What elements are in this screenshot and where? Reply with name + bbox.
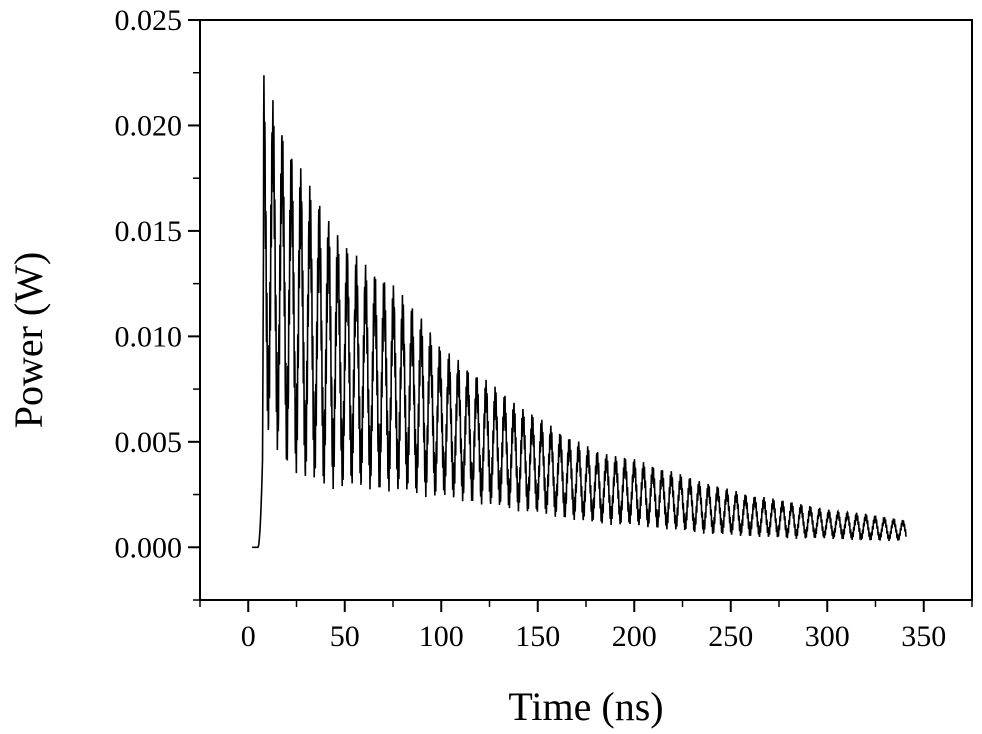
y-axis-title: Power (W) [6, 252, 51, 429]
y-tick-label: 0.000 [115, 531, 183, 564]
y-tick-label: 0.025 [115, 4, 183, 37]
series-line-power [252, 75, 907, 549]
x-tick-label: 50 [330, 620, 360, 653]
y-axis-ticks: 0.000 0.005 0.010 0.015 0.020 0.025 [115, 4, 200, 601]
x-tick-label: 250 [708, 620, 753, 653]
x-tick-label: 200 [612, 620, 657, 653]
x-tick-label: 100 [419, 620, 464, 653]
x-tick-label: 300 [805, 620, 850, 653]
y-tick-label: 0.020 [115, 109, 183, 142]
x-tick-label: 350 [901, 620, 946, 653]
series-group [252, 75, 907, 549]
x-tick-label: 150 [515, 620, 560, 653]
y-tick-label: 0.005 [115, 426, 183, 459]
x-axis-title: Time (ns) [508, 684, 663, 729]
y-tick-label: 0.015 [115, 215, 183, 248]
x-axis-ticks: 0 50 100 150 200 250 300 350 [199, 600, 973, 653]
x-tick-label: 0 [241, 620, 256, 653]
y-tick-label: 0.010 [115, 320, 183, 353]
